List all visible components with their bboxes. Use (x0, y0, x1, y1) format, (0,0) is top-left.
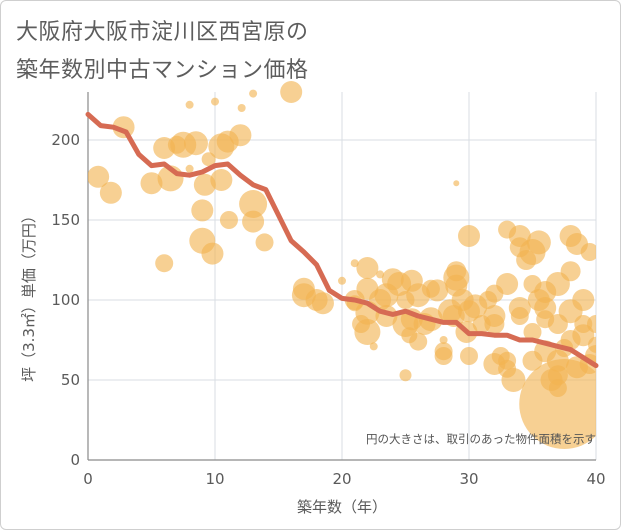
data-bubble (460, 347, 478, 365)
data-bubble (183, 131, 208, 156)
y-tick-label: 0 (70, 451, 80, 469)
x-tick-label: 10 (205, 470, 224, 488)
data-bubble (587, 315, 596, 333)
data-bubble (519, 359, 596, 449)
data-bubble (229, 124, 252, 147)
data-bubble (443, 264, 470, 291)
data-bubble (311, 292, 334, 315)
bubble-series (88, 81, 596, 449)
data-bubble (201, 152, 216, 167)
data-bubble (140, 172, 163, 195)
data-bubble (201, 242, 224, 265)
data-bubble (185, 164, 194, 173)
trend-line-group (85, 111, 599, 369)
data-bubble (580, 243, 596, 261)
data-bubble (426, 279, 449, 302)
data-bubble (255, 233, 274, 252)
data-bubble (239, 190, 268, 218)
data-bubble (510, 307, 529, 325)
chart-title-line-2: 築年数別中古マンション価格 (16, 58, 309, 83)
data-bubble (354, 319, 381, 345)
data-bubble (572, 324, 595, 347)
data-bubble (484, 314, 505, 334)
x-axis-label: 築年数（年） (297, 498, 387, 516)
data-bubble (523, 323, 542, 341)
data-bubble (560, 261, 581, 282)
data-bubble (399, 369, 412, 382)
x-tick-label: 20 (332, 470, 351, 488)
data-bubble (210, 169, 233, 191)
data-bubble (338, 276, 346, 285)
data-bubble (99, 181, 122, 204)
data-bubble (211, 97, 219, 106)
data-bubble (458, 225, 480, 247)
x-tick-label: 0 (83, 470, 93, 488)
data-bubble (249, 89, 258, 98)
data-bubble (356, 257, 379, 279)
data-bubble (237, 104, 246, 112)
data-bubble (526, 230, 551, 255)
data-bubble (350, 259, 359, 268)
y-tick-label: 100 (51, 291, 80, 309)
data-bubble (439, 336, 448, 344)
y-tick-label: 200 (51, 131, 80, 149)
data-bubble (185, 100, 194, 109)
data-bubble (434, 342, 453, 361)
data-bubble (193, 173, 216, 196)
data-bubble (453, 180, 460, 187)
data-bubble (242, 210, 265, 233)
data-bubble (155, 254, 174, 273)
data-bubble (88, 165, 110, 188)
y-tick-label: 150 (51, 211, 80, 229)
data-bubble (191, 199, 214, 222)
x-tick-label: 40 (586, 470, 605, 488)
data-bubble (572, 289, 595, 311)
data-bubble (409, 332, 428, 351)
size-note: 円の大きさは、取引のあった物件面積を示す (366, 432, 596, 446)
data-bubble (376, 270, 385, 279)
data-bubble (280, 81, 303, 103)
data-bubble (219, 211, 238, 229)
tick-labels: 0 10 20 30 40 0 50 100 150 200 (51, 131, 605, 488)
data-bubble (369, 342, 378, 351)
data-bubble (496, 273, 519, 295)
data-bubble (501, 368, 526, 392)
x-tick-label: 30 (459, 470, 478, 488)
y-axis-label: 坪（3.3㎡）単価（万円） (20, 208, 38, 382)
y-tick-label: 50 (61, 371, 80, 389)
chart-title-line-1: 大阪府大阪市淀川区西宮原の (16, 20, 309, 45)
trend-line (85, 111, 599, 369)
